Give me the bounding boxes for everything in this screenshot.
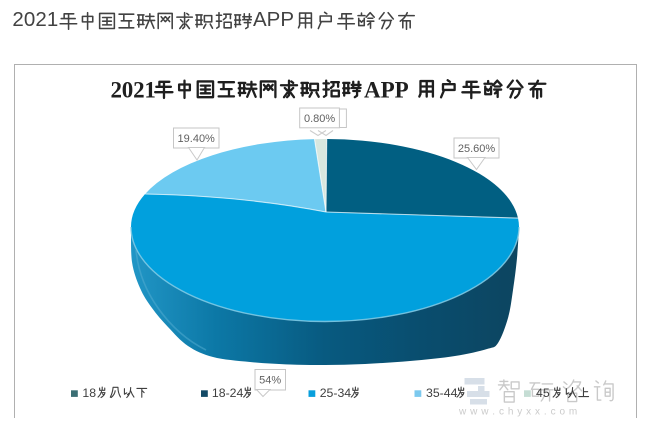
- svg-text:45: 45: [536, 386, 550, 400]
- svg-text:18: 18: [82, 386, 96, 400]
- svg-text:54%: 54%: [259, 375, 281, 387]
- svg-text:25.60%: 25.60%: [458, 143, 496, 155]
- svg-text:25-34: 25-34: [320, 386, 352, 400]
- svg-text:35-44: 35-44: [426, 386, 458, 400]
- svg-text:2021: 2021: [111, 78, 156, 103]
- svg-text:APP: APP: [364, 78, 409, 103]
- svg-text:0.80%: 0.80%: [304, 113, 335, 125]
- svg-text:2021: 2021: [12, 8, 58, 31]
- svg-text:APP: APP: [253, 8, 294, 31]
- svg-text:w w w . c h y x x . c o m: w w w . c h y x x . c o m: [458, 407, 578, 418]
- svg-text:19.40%: 19.40%: [178, 133, 216, 145]
- svg-text:18-24: 18-24: [212, 386, 244, 400]
